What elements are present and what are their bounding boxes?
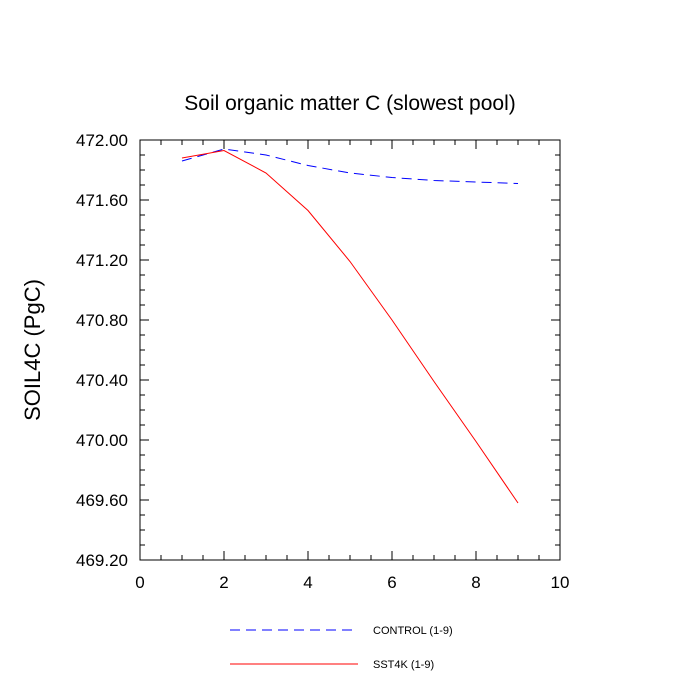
y-tick-label: 469.60 xyxy=(76,491,128,510)
x-tick-label: 10 xyxy=(551,573,570,592)
x-tick-label: 8 xyxy=(471,573,480,592)
y-tick-label: 469.20 xyxy=(76,551,128,570)
series-line-control xyxy=(181,148,519,184)
x-tick-label: 0 xyxy=(135,573,144,592)
y-tick-label: 470.00 xyxy=(76,431,128,450)
legend-label: CONTROL (1-9) xyxy=(373,625,453,637)
legend: CONTROL (1-9) SST4K (1-9) xyxy=(230,625,453,671)
y-tick-label: 470.40 xyxy=(76,371,128,390)
axis-ticks: 0 2 4 6 8 10 469.20 469.60 470.00 470.40 470.80 471… xyxy=(76,131,569,592)
chart-title: Soil organic matter C (slowest pool) xyxy=(184,92,515,115)
x-tick-label: 6 xyxy=(387,573,396,592)
series-lines xyxy=(181,148,519,504)
plot-frame xyxy=(139,139,561,561)
y-axis-label: SOIL4C (PgC) xyxy=(20,279,45,421)
y-tick-label: 471.60 xyxy=(76,191,128,210)
x-tick-label: 2 xyxy=(219,573,228,592)
series-line-sst4k xyxy=(181,149,519,504)
x-tick-label: 4 xyxy=(303,573,312,592)
y-tick-label: 471.20 xyxy=(76,251,128,270)
y-tick-label: 472.00 xyxy=(76,131,128,150)
y-tick-label: 470.80 xyxy=(76,311,128,330)
legend-label: SST4K (1-9) xyxy=(373,659,434,671)
